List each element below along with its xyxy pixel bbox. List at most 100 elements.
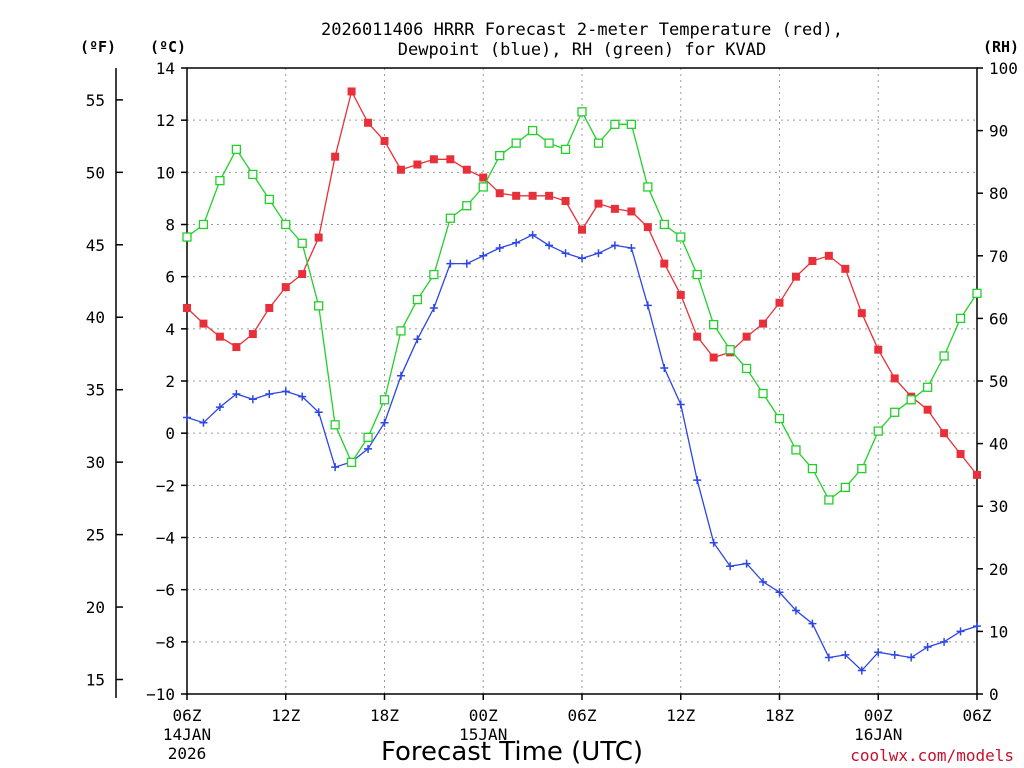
rh-tick-label-10: 100 xyxy=(989,59,1018,78)
dewpoint-point-21 xyxy=(528,230,537,239)
rh-point-8 xyxy=(314,301,324,311)
rh-point-31 xyxy=(692,269,702,280)
temperature-point-40 xyxy=(841,264,850,273)
dewpoint-point-27 xyxy=(627,243,636,252)
dewpoint-point-41 xyxy=(857,666,866,675)
temperature-point-29 xyxy=(660,259,669,268)
dewpoint-point-4 xyxy=(248,395,257,404)
temperature-point-7 xyxy=(298,270,307,279)
celsius-tick-label-9: 8 xyxy=(165,216,175,235)
temperature-point-48 xyxy=(973,470,981,479)
celsius-tick-label-6: 2 xyxy=(165,372,175,391)
celsius-tick-label-3: −4 xyxy=(156,529,175,548)
rh-point-34 xyxy=(741,363,752,374)
rh-point-0 xyxy=(182,232,192,242)
temperature-point-39 xyxy=(824,251,833,260)
temperature-point-47 xyxy=(956,450,965,459)
rh-point-45 xyxy=(922,382,933,392)
celsius-tick-label-2: −6 xyxy=(156,581,175,600)
rh-tick-label-6: 60 xyxy=(989,309,1008,328)
time-tick-label-6: 18Z xyxy=(765,706,794,725)
dewpoint-point-9 xyxy=(331,463,340,472)
temperature-point-45 xyxy=(923,405,932,414)
dewpoint-point-26 xyxy=(610,241,619,250)
dewpoint-point-45 xyxy=(923,643,932,652)
time-tick-label-8: 06Z xyxy=(963,706,992,725)
celsius-unit-label: (ºC) xyxy=(150,38,186,56)
time-tick-label-4: 06Z xyxy=(568,706,597,725)
dewpoint-point-13 xyxy=(396,371,405,380)
fahrenheit-tick-label-6: 45 xyxy=(86,236,105,255)
dewpoint-point-1 xyxy=(199,418,208,427)
rh-point-38 xyxy=(807,463,818,474)
time-tick-date-7: 16JAN xyxy=(854,725,902,744)
temperature-point-9 xyxy=(331,152,340,161)
rh-point-18 xyxy=(478,182,488,192)
rh-point-25 xyxy=(593,138,604,148)
temperature-point-42 xyxy=(874,345,883,354)
rh-point-17 xyxy=(462,201,472,211)
time-tick-date-0: 14JAN xyxy=(163,725,211,744)
dewpoint-point-44 xyxy=(907,653,916,662)
rh-point-35 xyxy=(758,388,768,399)
temperature-point-23 xyxy=(561,197,570,206)
dewpoint-point-43 xyxy=(890,650,899,659)
rh-point-46 xyxy=(939,351,949,361)
rh-point-42 xyxy=(873,426,883,436)
rh-point-2 xyxy=(215,176,225,186)
fahrenheit-tick-label-1: 20 xyxy=(86,598,105,617)
temperature-point-43 xyxy=(890,374,899,383)
rh-point-30 xyxy=(676,232,686,242)
dewpoint-point-42 xyxy=(874,648,883,657)
dewpoint-point-3 xyxy=(232,390,241,399)
rh-tick-label-4: 40 xyxy=(989,435,1008,454)
dewpoint-point-15 xyxy=(429,303,438,312)
rh-point-11 xyxy=(363,432,373,442)
rh-point-36 xyxy=(774,413,785,424)
rh-point-23 xyxy=(560,144,571,155)
rh-tick-label-7: 70 xyxy=(989,247,1008,266)
time-tick-date-3: 15JAN xyxy=(459,725,507,744)
fahrenheit-axis: 15 20 25 30 35 40 45 50 55 xyxy=(86,91,123,690)
time-tick-label-7: 00Z xyxy=(864,706,893,725)
rh-point-12 xyxy=(379,395,390,405)
dewpoint-point-23 xyxy=(561,249,570,258)
temperature-point-8 xyxy=(314,233,323,242)
rh-point-32 xyxy=(709,320,719,330)
rh-point-10 xyxy=(346,457,357,468)
dewpoint-point-19 xyxy=(495,243,504,252)
rh-point-47 xyxy=(955,313,966,324)
dewpoint-point-2 xyxy=(215,403,224,412)
rh-point-39 xyxy=(824,495,834,505)
rh-tick-label-3: 30 xyxy=(989,497,1008,516)
temperature-point-18 xyxy=(479,173,488,182)
time-tick-label-0: 06Z xyxy=(173,706,202,725)
rh-point-1 xyxy=(198,219,209,230)
temperature-point-41 xyxy=(857,309,866,318)
temperature-point-22 xyxy=(545,191,554,200)
temperature-point-27 xyxy=(627,207,636,216)
time-tick-year-0: 2026 xyxy=(168,744,207,763)
dewpoint-point-12 xyxy=(380,418,389,427)
celsius-tick-label-1: −8 xyxy=(156,633,175,652)
dewpoint-point-7 xyxy=(298,392,307,401)
temperature-point-21 xyxy=(528,191,537,200)
temperature-point-30 xyxy=(676,290,685,299)
rh-unit-label: (RH) xyxy=(983,38,1019,56)
dewpoint-point-47 xyxy=(956,627,965,636)
rh-point-40 xyxy=(840,482,850,493)
series-dewpoint xyxy=(183,230,981,675)
dewpoint-point-37 xyxy=(791,606,800,615)
dewpoint-point-32 xyxy=(709,538,718,547)
time-tick-label-5: 12Z xyxy=(666,706,695,725)
dewpoint-point-36 xyxy=(775,588,784,597)
fahrenheit-tick-label-8: 55 xyxy=(86,91,105,110)
rh-tick-label-2: 20 xyxy=(989,560,1008,579)
dewpoint-point-22 xyxy=(545,241,554,250)
temperature-point-11 xyxy=(364,118,373,127)
dewpoint-point-25 xyxy=(594,249,603,258)
rh-point-33 xyxy=(725,345,735,355)
time-tick-label-3: 00Z xyxy=(469,706,498,725)
celsius-tick-label-0: −10 xyxy=(146,685,175,704)
